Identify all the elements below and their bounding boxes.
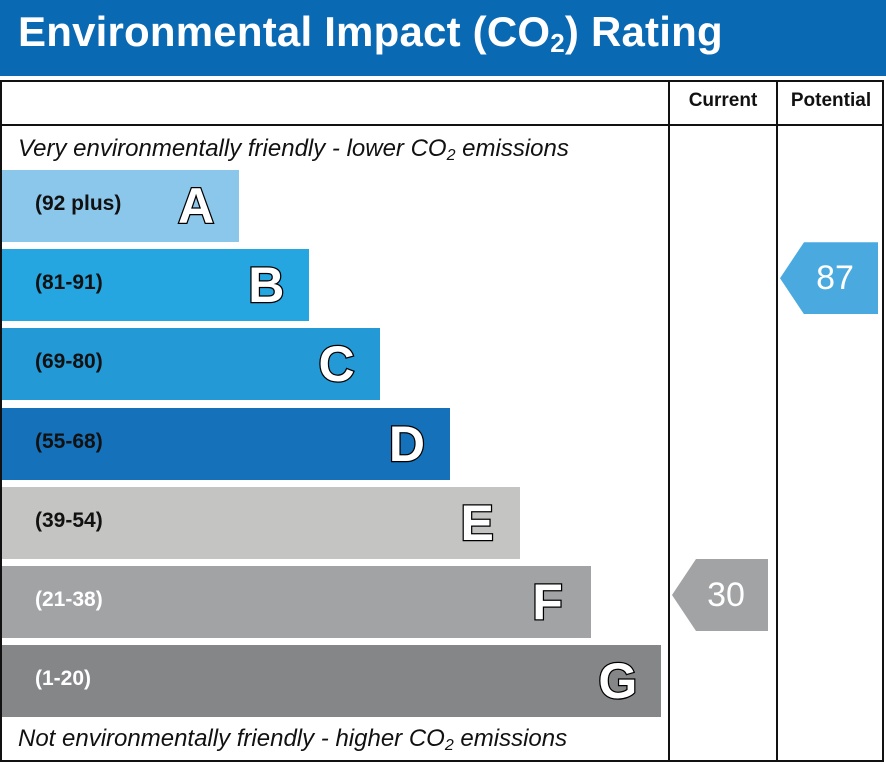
band-range-label: (81-91) [35, 271, 103, 295]
band-c: (69-80) C [2, 328, 380, 401]
divider-potential [776, 80, 778, 762]
band-range-label: (39-54) [35, 508, 103, 532]
band-letter: B [247, 256, 286, 315]
band-letter: C [317, 335, 356, 394]
title-text: Environmental Impact (CO [18, 8, 551, 55]
title-subscript: 2 [550, 28, 565, 58]
title-text-end: ) Rating [564, 8, 723, 55]
band-a: (92 plus) A [2, 170, 239, 242]
band-range-label: (21-38) [35, 588, 103, 611]
band-f: (21-38) F [2, 566, 591, 638]
potential-rating-arrow-value: 87 [816, 259, 854, 298]
bottom-note-text-end: emissions [453, 725, 568, 752]
top-note-text-end: emissions [455, 135, 569, 162]
band-letter: G [597, 652, 638, 711]
band-letter: E [459, 494, 495, 553]
band-range-label: (69-80) [35, 350, 103, 374]
top-note-subscript: 2 [446, 147, 456, 164]
band-letter: F [531, 573, 564, 632]
bottom-note-text: Not environmentally friendly - higher CO [18, 725, 445, 752]
chart-frame [0, 80, 884, 762]
bottom-note: Not environmentally friendly - higher CO… [18, 725, 567, 755]
potential-column-header: Potential [790, 90, 872, 111]
potential-rating-arrow: 87 [780, 242, 878, 315]
band-d: (55-68) D [2, 407, 450, 480]
current-rating-arrow: 30 [672, 559, 768, 631]
bottom-note-subscript: 2 [444, 737, 454, 754]
band-range-label: (1-20) [35, 667, 92, 691]
band-letter: D [388, 414, 427, 473]
current-column-header: Current [688, 90, 758, 111]
band-letter: A [177, 177, 216, 236]
band-range-label: (55-68) [35, 429, 103, 453]
header-divider [0, 124, 884, 126]
band-range-label: (92 plus) [35, 192, 122, 215]
chart-title: Environmental Impact (CO2) Rating [18, 8, 723, 59]
divider-current [668, 80, 670, 762]
band-g: (1-20) G [2, 645, 661, 718]
top-note-text: Very environmentally friendly - lower CO [18, 135, 447, 162]
title-bar: Environmental Impact (CO2) Rating [0, 0, 886, 76]
band-e: (39-54) E [2, 486, 521, 559]
band-b: (81-91) B [2, 249, 310, 322]
current-rating-arrow-value: 30 [707, 576, 745, 614]
top-note: Very environmentally friendly - lower CO… [18, 135, 569, 165]
